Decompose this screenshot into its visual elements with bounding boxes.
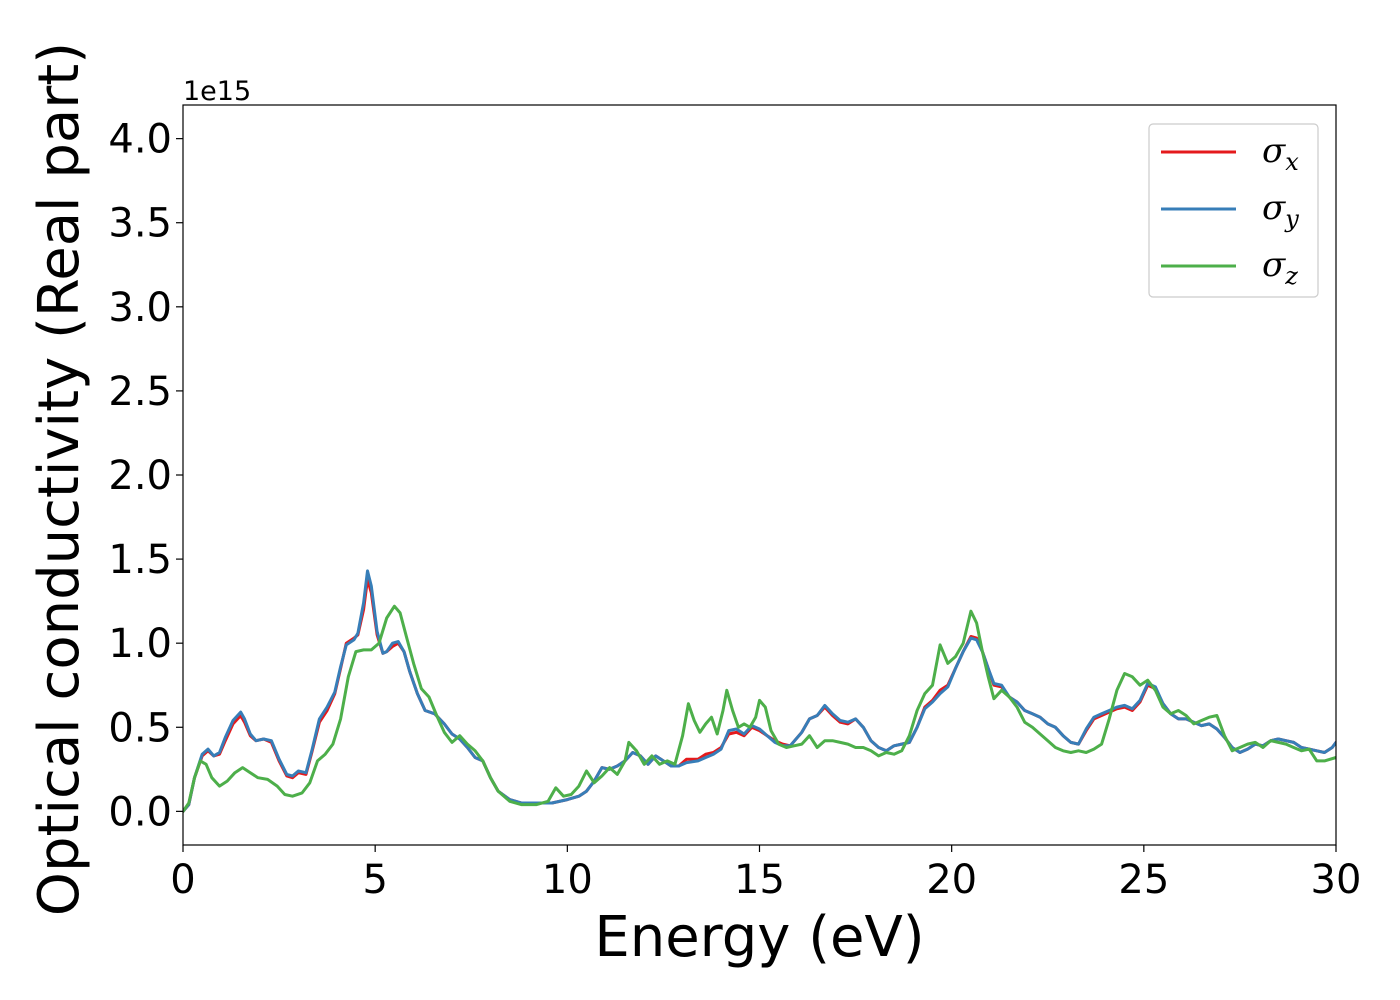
y-tick-label: 2.5 bbox=[108, 369, 172, 415]
y-tick-label: 2.0 bbox=[108, 453, 172, 499]
y-tick-label: 4.0 bbox=[108, 117, 172, 163]
x-tick-label: 15 bbox=[734, 857, 785, 903]
y-tick-label: 1.0 bbox=[108, 621, 172, 667]
x-tick-label: 0 bbox=[170, 857, 195, 903]
x-tick-label: 25 bbox=[1118, 857, 1169, 903]
x-tick-label: 10 bbox=[542, 857, 593, 903]
y-axis-title: Optical conductivity (Real part) bbox=[27, 42, 92, 916]
legend-label-sigma-y: σy bbox=[1262, 188, 1299, 233]
x-axis-title: Energy (eV) bbox=[594, 905, 924, 970]
legend-label-sigma-z: σz bbox=[1262, 245, 1298, 290]
y-tick-label: 0.5 bbox=[108, 705, 172, 751]
y-offset-label: 1e15 bbox=[183, 76, 251, 107]
series-line-sigma-z bbox=[183, 604, 1336, 813]
x-tick-label: 30 bbox=[1311, 857, 1362, 903]
series-line-sigma-y bbox=[183, 569, 1336, 813]
x-tick-label: 20 bbox=[926, 857, 977, 903]
ticks-layer: 0 5 10 15 20 25 30 0.0 0.5 1.0 1.5 2.0 2.5 3.0 3.5 4.0 bbox=[108, 117, 1361, 903]
y-tick-label: 1.5 bbox=[108, 537, 172, 583]
legend: σx σy σz bbox=[1148, 123, 1319, 298]
series-layer bbox=[183, 569, 1336, 813]
x-tick-label: 5 bbox=[362, 857, 387, 903]
y-tick-label: 3.5 bbox=[108, 201, 172, 247]
plot-frame bbox=[182, 104, 1337, 846]
legend-label-sigma-x: σx bbox=[1262, 131, 1299, 176]
y-tick-label: 3.0 bbox=[108, 285, 172, 331]
y-tick-label: 0.0 bbox=[108, 789, 172, 835]
